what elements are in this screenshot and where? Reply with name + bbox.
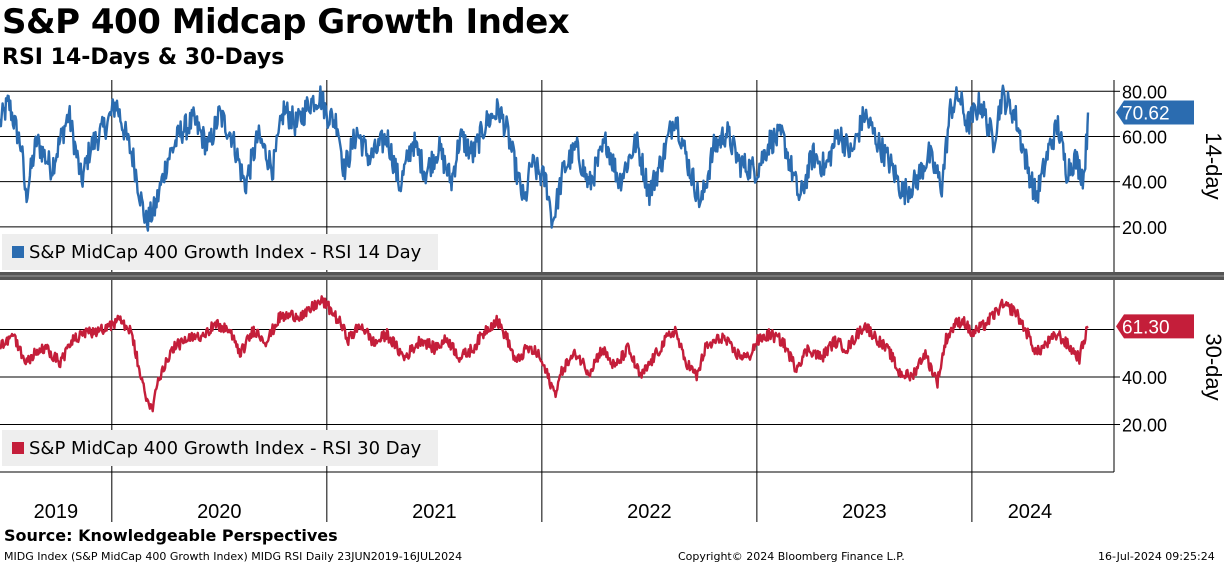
x-tick-label: 2022 — [627, 501, 672, 523]
x-tick-label: 2023 — [842, 501, 887, 523]
legend-label: S&P MidCap 400 Growth Index - RSI 30 Day — [29, 438, 422, 459]
chart-subtitle: RSI 14-Days & 30-Days — [2, 45, 285, 70]
legend-swatch — [12, 246, 24, 258]
y-tick-label: 60.00 — [1122, 127, 1167, 147]
y-tick-label: 40.00 — [1122, 368, 1167, 388]
axis-title: 14-day — [1201, 132, 1224, 199]
last-value-tag — [1116, 100, 1194, 125]
x-tick-label: 2021 — [412, 501, 457, 523]
ticker-info: MIDG Index (S&P MidCap 400 Growth Index)… — [4, 550, 463, 563]
series-line — [0, 295, 1089, 413]
copyright-note: Copyright© 2024 Bloomberg Finance L.P. — [678, 550, 905, 563]
y-tick-label: 20.00 — [1122, 416, 1167, 436]
x-tick-label: 2019 — [34, 501, 79, 523]
y-tick-label: 20.00 — [1122, 218, 1167, 238]
last-value-label: 70.62 — [1122, 103, 1170, 124]
source-note: Source: Knowledgeable Perspectives — [4, 526, 338, 545]
last-value-tag — [1116, 314, 1194, 339]
legend-swatch — [12, 442, 24, 454]
legend-box — [2, 234, 438, 270]
y-tick-label: 80.00 — [1122, 82, 1167, 102]
axis-title: 30-day — [1201, 333, 1224, 400]
timestamp: 16-Jul-2024 09:25:24 — [1098, 550, 1215, 563]
legend-box — [2, 430, 438, 466]
y-tick-label: 40.00 — [1122, 173, 1167, 193]
x-tick-label: 2024 — [1008, 501, 1053, 523]
chart-title: S&P 400 Midcap Growth Index — [2, 2, 570, 42]
x-tick-label: 2020 — [197, 501, 242, 523]
last-value-label: 61.30 — [1122, 317, 1170, 338]
series-line — [0, 84, 1090, 232]
legend-label: S&P MidCap 400 Growth Index - RSI 14 Day — [29, 242, 422, 263]
